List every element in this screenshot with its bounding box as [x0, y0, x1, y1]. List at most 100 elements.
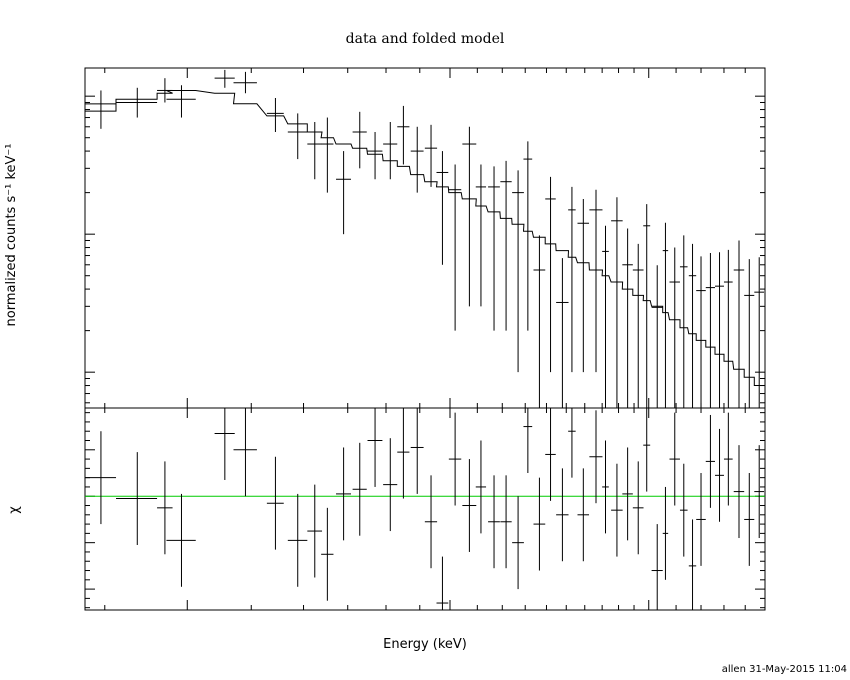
residual-point — [352, 442, 367, 536]
data-point — [321, 117, 334, 193]
data-point — [287, 113, 308, 160]
data-point — [744, 259, 755, 408]
residual-point — [611, 463, 623, 557]
data-point — [214, 69, 235, 88]
data-point — [545, 176, 556, 373]
bottom-panel-frame — [84, 407, 766, 611]
data-point — [577, 198, 590, 373]
data-point — [166, 85, 196, 118]
residual-point — [488, 475, 500, 569]
data-point — [500, 160, 512, 331]
model-curve — [85, 90, 764, 386]
data-point — [679, 235, 688, 408]
top-panel-frame — [84, 67, 766, 409]
residual-panel — [84, 407, 766, 611]
data-point — [266, 97, 284, 132]
data-point — [643, 204, 651, 408]
data-point — [397, 105, 410, 165]
residual-point — [410, 408, 424, 494]
residual-point — [336, 447, 351, 541]
residual-point — [545, 408, 556, 501]
x-axis-label: Energy (keV) — [383, 637, 467, 652]
data-point — [533, 235, 546, 408]
residual-point — [383, 438, 398, 532]
data-point — [705, 253, 716, 408]
residual-point — [754, 445, 765, 539]
residual-point — [85, 431, 117, 525]
data-point — [424, 124, 438, 187]
data-point — [651, 265, 663, 408]
residual-point — [424, 475, 438, 569]
data-point — [632, 243, 644, 408]
residual-point — [475, 440, 487, 534]
top-y-axis-label: normalized counts s⁻¹ keV⁻¹ — [4, 144, 19, 327]
data-point — [568, 186, 576, 373]
residual-point — [622, 447, 633, 541]
residual-point — [462, 459, 477, 552]
residual-point — [266, 456, 284, 550]
residual-point — [715, 428, 724, 522]
data-point — [336, 151, 351, 235]
residual-point — [679, 463, 688, 557]
data-point — [733, 240, 745, 408]
residual-point — [688, 519, 697, 610]
data-point — [696, 256, 706, 408]
data-point — [367, 131, 383, 180]
residual-point — [651, 524, 663, 610]
residual-point — [589, 410, 603, 504]
data-point — [448, 164, 462, 331]
residual-point — [632, 461, 644, 555]
residual-point — [157, 461, 173, 555]
data-point — [307, 121, 323, 180]
spectrum-panel — [84, 67, 766, 409]
data-point — [85, 90, 117, 129]
data-point — [383, 121, 398, 180]
data-point — [352, 111, 367, 169]
residual-point — [500, 475, 512, 569]
data-point — [622, 228, 633, 408]
data-point — [688, 243, 697, 408]
footer-timestamp: allen 31-May-2015 11:04 — [722, 664, 847, 675]
data-point — [233, 71, 257, 94]
residual-point — [643, 408, 651, 492]
data-point — [715, 252, 724, 408]
residual-point — [705, 414, 716, 508]
data-point — [662, 222, 669, 408]
data-point — [669, 247, 680, 408]
bottom-y-axis-label: χ — [7, 506, 22, 514]
residual-point — [744, 473, 755, 566]
data-point — [488, 166, 500, 331]
data-point — [556, 258, 569, 408]
data-point — [157, 78, 173, 103]
residual-point — [436, 556, 449, 610]
residual-point — [602, 440, 609, 534]
residual-point — [214, 408, 235, 480]
residual-point — [287, 493, 308, 587]
data-point — [475, 164, 487, 307]
data-point — [523, 141, 533, 331]
residual-point — [662, 486, 669, 580]
residual-point — [533, 477, 546, 571]
residual-point — [321, 507, 334, 601]
data-point — [410, 126, 424, 193]
residual-point — [307, 484, 323, 578]
residual-point — [696, 473, 706, 566]
residual-point — [523, 408, 533, 474]
data-point — [602, 225, 609, 408]
residual-point — [233, 408, 257, 497]
data-point — [723, 249, 733, 408]
data-point — [436, 151, 449, 265]
residual-point — [577, 468, 590, 562]
residual-point — [397, 408, 410, 499]
data-point — [512, 170, 524, 373]
chart-title: data and folded model — [346, 31, 505, 47]
residual-point — [669, 412, 680, 506]
data-point — [754, 257, 765, 408]
residual-point — [733, 445, 745, 539]
data-point — [611, 197, 623, 408]
data-point — [462, 126, 477, 307]
data-point — [116, 87, 158, 118]
data-point — [589, 189, 603, 373]
residual-point — [556, 468, 569, 562]
